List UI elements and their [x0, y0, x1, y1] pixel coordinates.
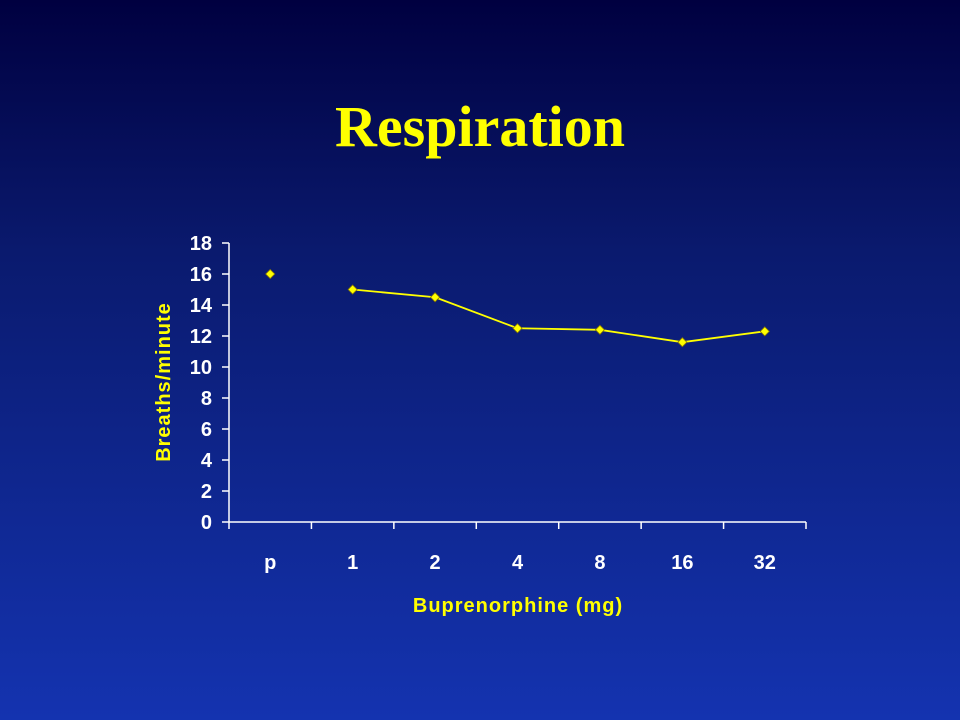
y-tick-label: 18	[190, 233, 212, 255]
y-tick-label: 6	[201, 419, 212, 441]
y-tick-label: 4	[201, 450, 213, 472]
x-tick-label: 8	[594, 552, 605, 574]
y-tick-label: 14	[190, 295, 213, 317]
x-tick-label: p	[264, 552, 276, 574]
y-tick-label: 10	[190, 357, 212, 379]
x-axis-title: Buprenorphine (mg)	[413, 595, 623, 617]
y-axis-title: Breaths/minute	[153, 302, 175, 462]
y-tick-label: 8	[201, 388, 212, 410]
series-line-segment	[352, 288, 436, 299]
series-line-segment	[517, 327, 600, 331]
x-tick-label: 2	[430, 552, 441, 574]
y-tick-label: 0	[201, 512, 212, 534]
data-point-marker	[430, 292, 441, 303]
x-tick-label: 4	[512, 552, 524, 574]
y-tick-label: 2	[201, 481, 212, 503]
series-line-segment	[599, 328, 683, 344]
series-line-segment	[434, 296, 518, 330]
x-tick-label: 32	[754, 552, 776, 574]
data-point-marker	[265, 268, 276, 280]
data-point-marker	[594, 324, 605, 335]
series-layer	[265, 268, 770, 348]
data-point-marker	[677, 337, 688, 348]
y-axis: 0 2 4 6 8 10 12 14 16 18	[190, 233, 230, 534]
data-point-marker	[512, 323, 523, 334]
x-axis: p 1 2 4 8 16 32	[228, 521, 807, 574]
y-tick-label: 16	[190, 264, 212, 286]
x-tick-label: 16	[671, 552, 693, 574]
slide-title: Respiration	[335, 94, 625, 159]
x-tick-label: 1	[347, 552, 358, 574]
data-point-marker	[759, 326, 770, 337]
y-tick-label: 12	[190, 326, 212, 348]
series-line-segment	[682, 330, 765, 344]
data-point-marker	[347, 284, 358, 295]
